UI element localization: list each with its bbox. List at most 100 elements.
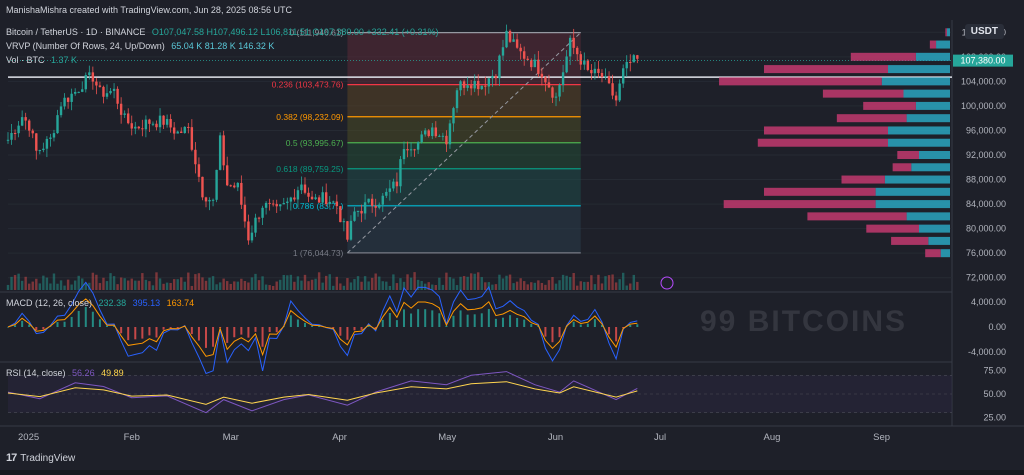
volume-bar: [191, 286, 193, 290]
candle-body: [283, 203, 285, 204]
macd-histogram-bar: [191, 327, 193, 334]
vrvp-down-bar: [837, 114, 907, 122]
candle-body: [304, 185, 306, 193]
macd-histogram-bar: [247, 327, 249, 338]
candle-body: [138, 127, 140, 129]
vrvp-up-bar: [916, 53, 950, 61]
volume-bar: [53, 273, 55, 290]
currency-badge[interactable]: USDT: [965, 24, 1004, 39]
volume-bar: [357, 276, 359, 290]
candle-body: [537, 60, 539, 74]
candle-body: [131, 123, 133, 128]
lightning-icon: [661, 277, 673, 289]
volume-bar: [353, 279, 355, 290]
last-price-label: 107,380.00: [960, 56, 1005, 66]
volume-bar: [601, 283, 603, 290]
time-tick-label: Feb: [124, 432, 140, 443]
candle-body: [403, 149, 405, 159]
candle-body: [484, 86, 486, 87]
candle-body: [145, 120, 147, 130]
volume-bar: [240, 279, 242, 290]
macd-histogram-bar: [92, 312, 94, 327]
candle-body: [392, 182, 394, 189]
volume-bar: [78, 276, 80, 290]
candle-body: [375, 206, 377, 208]
candle-body: [159, 116, 161, 128]
fib-zone: [347, 117, 580, 143]
candle-body: [565, 56, 567, 72]
volume-bar: [99, 283, 101, 290]
candle-body: [558, 85, 560, 96]
volume-bar: [332, 286, 334, 290]
vrvp-down-bar: [764, 65, 888, 73]
vrvp-up-bar: [907, 212, 950, 220]
candle-body: [336, 202, 338, 207]
candle-body: [452, 108, 454, 123]
candle-body: [276, 204, 278, 206]
candle-body: [53, 133, 55, 137]
price-tick-label: 80,000.00: [966, 224, 1006, 234]
volume-bar: [215, 284, 217, 290]
candle-body: [102, 87, 104, 97]
macd-histogram-bar: [636, 324, 638, 327]
volume-bar: [314, 279, 316, 290]
candle-body: [544, 77, 546, 82]
tradingview-footer[interactable]: 17 TradingView: [6, 452, 75, 464]
volume-bar: [212, 276, 214, 290]
volume-bar: [562, 275, 564, 290]
symbol-title[interactable]: Bitcoin / TetherUS · 1D · BINANCE: [6, 27, 145, 37]
macd-histogram-bar: [580, 324, 582, 327]
vrvp-down-bar: [866, 225, 919, 233]
candle-body: [279, 204, 281, 206]
tradingview-name: TradingView: [20, 453, 75, 464]
candle-body: [523, 51, 525, 58]
volume-bar: [283, 275, 285, 290]
candle-body: [357, 211, 359, 212]
candle-body: [382, 196, 384, 205]
volume-bar: [10, 277, 12, 290]
rsi-label[interactable]: RSI (14, close): [6, 368, 66, 378]
candle-body: [378, 205, 380, 208]
price-tick-label: 88,000.00: [966, 175, 1006, 185]
macd-histogram-bar: [304, 323, 306, 327]
volume-bar: [375, 273, 377, 290]
volume-bar: [629, 284, 631, 290]
macd-histogram-bar: [262, 327, 264, 347]
candle-body: [215, 170, 217, 200]
vrvp-up-bar: [885, 176, 950, 184]
candle-body: [152, 124, 154, 125]
volume-bar: [636, 282, 638, 290]
vrvp-down-bar: [891, 237, 928, 245]
candle-body: [325, 192, 327, 204]
macd-histogram-bar: [438, 313, 440, 327]
candle-body: [353, 212, 355, 221]
macd-histogram-bar: [254, 327, 256, 332]
vrvp-label[interactable]: VRVP (Number Of Rows, 24, Up/Down): [6, 41, 165, 51]
volume-bar: [378, 277, 380, 290]
macd-histogram-bar: [226, 327, 228, 343]
vrvp-up-bar: [876, 200, 950, 208]
candle-body: [321, 192, 323, 202]
macd-histogram-bar: [106, 326, 108, 327]
candle-body: [473, 81, 475, 88]
candle-body: [424, 130, 426, 134]
macd-histogram-bar: [460, 310, 462, 327]
candle-body: [505, 31, 507, 47]
macd-histogram-bar: [573, 322, 575, 327]
volume-bar: [382, 281, 384, 290]
macd-histogram-bar: [417, 309, 419, 327]
candle-body: [587, 60, 589, 70]
candle-body: [166, 119, 168, 125]
macd-tick-label: 0.00: [988, 322, 1006, 332]
candle-body: [56, 115, 58, 133]
volume-label[interactable]: Vol · BTC: [6, 55, 45, 65]
volume-bar: [329, 274, 331, 290]
candle-body: [601, 73, 603, 77]
macd-histogram-bar: [198, 327, 200, 341]
candle-body: [488, 78, 490, 86]
volume-bar: [180, 277, 182, 290]
macd-label[interactable]: MACD (12, 26, close): [6, 298, 92, 308]
volume-bar: [219, 282, 221, 290]
macd-histogram-bar: [410, 314, 412, 327]
